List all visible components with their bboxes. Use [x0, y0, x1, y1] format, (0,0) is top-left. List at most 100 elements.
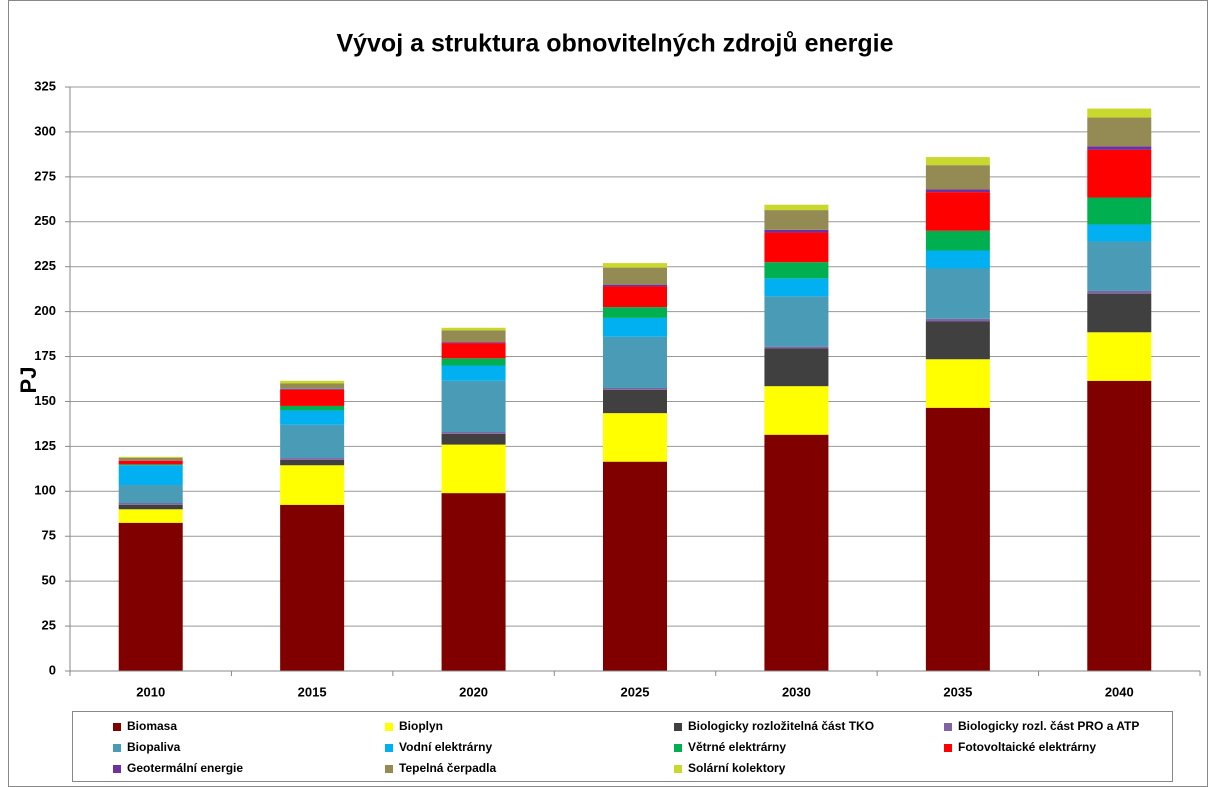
y-tick-label: 325	[34, 78, 56, 93]
bar-segment	[603, 387, 667, 390]
bar-segment	[280, 458, 345, 460]
y-tick-label: 25	[42, 618, 56, 633]
y-tick-label: 300	[34, 123, 56, 138]
bar-segment	[1087, 290, 1152, 294]
legend-swatch	[113, 765, 121, 773]
bar-segment	[441, 330, 506, 343]
bar-segment	[603, 263, 667, 268]
bar-segment	[603, 389, 667, 414]
legend-swatch	[113, 723, 121, 731]
legend-label: Tepelná čerpadla	[399, 761, 496, 775]
x-tick-label: 2010	[136, 684, 165, 699]
bar-segment	[925, 407, 990, 671]
x-tick-label: 2015	[298, 684, 327, 699]
legend-box	[72, 711, 1173, 782]
bar-segment	[280, 504, 345, 671]
bar-segment	[764, 434, 829, 671]
bar-segment	[764, 346, 829, 349]
bar-segment	[1087, 146, 1152, 150]
legend-label: Biologicky rozl. část PRO a ATP	[958, 719, 1139, 733]
legend-label: Větrné elektrárny	[688, 740, 786, 754]
y-tick-label: 100	[34, 483, 56, 498]
bar-segment	[280, 383, 345, 389]
bar-segment	[1087, 293, 1152, 333]
legend-swatch	[674, 744, 682, 752]
bar-segment	[118, 502, 183, 505]
bar-segment	[1087, 332, 1152, 381]
bar-segment	[280, 389, 345, 406]
x-tick-label: 2040	[1105, 684, 1134, 699]
y-tick-label: 0	[49, 662, 56, 677]
bar-segment	[441, 342, 506, 344]
bar-segment	[764, 386, 829, 435]
legend-label: Bioplyn	[399, 719, 443, 733]
bar-segment	[603, 286, 667, 308]
bar-segment	[764, 210, 829, 230]
bar-segment	[118, 457, 183, 461]
bar-segment	[925, 318, 990, 322]
y-tick-label: 50	[42, 573, 56, 588]
x-tick-label: 2030	[782, 684, 811, 699]
legend-swatch	[944, 744, 952, 752]
y-tick-label: 200	[34, 303, 56, 318]
bar-segment	[603, 336, 667, 388]
bar-segment	[1087, 108, 1152, 118]
bar-segment	[280, 410, 345, 425]
bar-segment	[118, 485, 183, 503]
bar-segment	[280, 388, 345, 390]
legend-label: Geotermální energie	[127, 761, 243, 775]
bar-segment	[1087, 241, 1152, 291]
bar-segment	[118, 456, 183, 458]
bar-segment	[925, 189, 990, 193]
y-tick-label: 250	[34, 213, 56, 228]
legend-label: Biopaliva	[127, 740, 181, 754]
bar-segment	[118, 504, 183, 510]
bar-segment	[764, 296, 829, 347]
bar-segment	[441, 343, 506, 359]
bar-segment	[764, 232, 829, 263]
bar-segment	[764, 229, 829, 233]
bar-segment	[764, 348, 829, 387]
bar-segment	[925, 157, 990, 166]
bar-segment	[118, 522, 183, 671]
bar-segment	[118, 465, 183, 486]
bar-segment	[603, 267, 667, 285]
legend-swatch	[674, 765, 682, 773]
y-tick-label: 225	[34, 258, 56, 273]
bar-segment	[1087, 149, 1152, 198]
bar-segment	[280, 459, 345, 466]
y-tick-label: 150	[34, 393, 56, 408]
bar-segment	[603, 317, 667, 337]
bar-segment	[1087, 380, 1152, 671]
y-tick-label: 275	[34, 168, 56, 183]
y-tick-label: 75	[42, 528, 56, 543]
legend-swatch	[674, 723, 682, 731]
bar-segment	[1087, 224, 1152, 242]
legend-swatch	[944, 723, 952, 731]
bar-segment	[441, 444, 506, 494]
legend-label: Fotovoltaické elektrárny	[958, 740, 1096, 754]
bar-segment	[603, 307, 667, 318]
chart-title: Vývoj a struktura obnovitelných zdrojů e…	[336, 30, 893, 58]
bar-segment	[925, 230, 990, 251]
bar-segment	[441, 493, 506, 671]
x-tick-label: 2025	[621, 684, 650, 699]
legend-label: Vodní elektrárny	[399, 740, 492, 754]
x-tick-label: 2020	[459, 684, 488, 699]
bar-segment	[441, 365, 506, 381]
bar-segment	[925, 165, 990, 190]
bar-segment	[280, 380, 345, 384]
legend-swatch	[385, 765, 393, 773]
legend-swatch	[385, 744, 393, 752]
bar-segment	[118, 460, 183, 465]
y-tick-label: 175	[34, 348, 56, 363]
bar-segment	[280, 465, 345, 505]
bar-segment	[925, 192, 990, 231]
bar-segment	[1087, 117, 1152, 147]
bar-segment	[441, 380, 506, 433]
legend-label: Biologicky rozložitelná část TKO	[688, 719, 874, 733]
bar-segment	[280, 424, 345, 459]
bar-segment	[925, 359, 990, 408]
bar-segment	[118, 509, 183, 523]
